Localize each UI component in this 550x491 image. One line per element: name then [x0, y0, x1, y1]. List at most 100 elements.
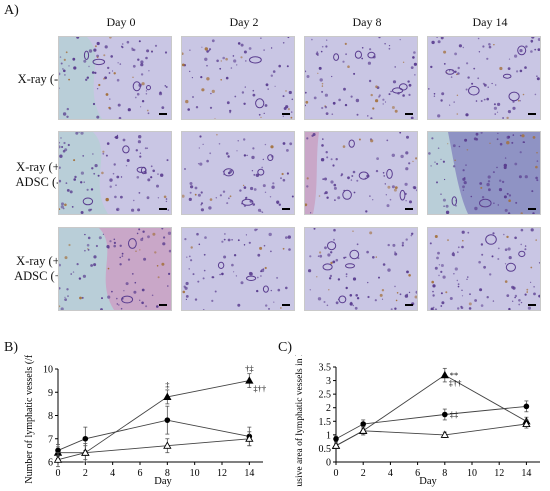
chart-c-ylabel: Exclusive area of lymphatic vessels in H… [294, 355, 305, 487]
x-tick-label: 8 [165, 468, 170, 479]
y-tick-label: 1.5 [319, 417, 332, 428]
micrograph-r1-c4 [427, 36, 541, 120]
panel-b-label: B) [4, 340, 18, 355]
column-label-day8: Day 8 [352, 15, 382, 29]
series-2-line [57, 419, 250, 451]
scale-bar [282, 113, 290, 115]
row-label-line1: X-ray (-) [17, 72, 63, 86]
y-tick-label: 1 [326, 430, 331, 441]
y-tick-label: 8 [48, 411, 53, 422]
x-tick-label: 2 [361, 468, 366, 479]
point-triangle-filled [440, 370, 449, 379]
row-label-xray-pos-adsc-neg: X-ray (+) ADSC (-) [0, 160, 80, 190]
scale-bar [159, 113, 167, 115]
x-tick-label: 2 [83, 468, 88, 479]
micrograph-r2-c3 [304, 131, 418, 215]
column-label-day14: Day 14 [472, 15, 508, 29]
significance-mark: ‡†† [449, 378, 462, 388]
point-triangle-open [245, 434, 254, 442]
row-label-xray-pos-adsc-pos: X-ray (+) ADSC (+) [0, 254, 80, 284]
scale-bar [282, 304, 290, 306]
significance-mark: ‡ [165, 380, 169, 390]
series-2-line [335, 405, 527, 440]
row-label-line2: ADSC (-) [15, 175, 65, 189]
chart-b-ylabel: Number of lymphatic vessels (/field) [24, 355, 35, 484]
panel-a-label: A) [4, 3, 19, 18]
scale-bar [405, 304, 413, 306]
column-label-day2: Day 2 [229, 15, 259, 29]
scale-bar [528, 304, 536, 306]
y-tick-label: 0.5 [319, 444, 332, 455]
y-tick-label: 9 [48, 388, 53, 399]
micrograph-r1-c3 [304, 36, 418, 120]
point-triangle-open [331, 441, 341, 449]
significance-mark: ‡‡ [450, 410, 459, 420]
chart-c-xlabel: Day [419, 476, 437, 487]
x-tick-label: 8 [442, 468, 447, 479]
row-label-line2: ADSC (+) [14, 269, 66, 283]
micrograph-r3-c2 [181, 227, 295, 311]
point-circle [523, 403, 530, 410]
y-tick-label: 3.5 [319, 363, 332, 374]
micrograph-r2-c4 [427, 131, 541, 215]
x-tick-label: 0 [334, 468, 339, 479]
scale-bar [528, 208, 536, 210]
y-tick-label: 2.5 [319, 390, 332, 401]
point-circle [55, 447, 61, 454]
micrograph-r1-c1 [58, 36, 172, 120]
x-tick-label: 12 [494, 468, 504, 479]
panel-c-label: C) [278, 340, 292, 355]
y-tick-label: 2 [326, 403, 331, 414]
point-triangle-open [81, 448, 90, 456]
chart-b: Number of lymphatic vessels (/field) Day… [24, 355, 266, 487]
micrograph-r1-c2 [181, 36, 295, 120]
point-circle [360, 421, 366, 427]
row-label-xray-neg: X-ray (-) [0, 72, 80, 87]
point-circle [442, 411, 448, 418]
x-tick-label: 10 [467, 468, 477, 479]
micrograph-r2-c2 [181, 131, 295, 215]
scale-bar [159, 208, 167, 210]
row-label-line1: X-ray (+) [16, 254, 64, 268]
y-tick-label: 3 [326, 376, 331, 387]
point-triangle-open [522, 419, 531, 428]
x-tick-label: 4 [388, 468, 393, 479]
series-1-line [58, 380, 250, 454]
x-tick-label: 14 [244, 468, 254, 479]
chart-b-xlabel: Day [154, 476, 172, 487]
y-tick-label: 10 [43, 365, 53, 376]
scale-bar [405, 113, 413, 115]
x-tick-label: 14 [521, 468, 531, 479]
y-tick-label: 7 [48, 434, 53, 445]
point-triangle-open [440, 430, 449, 438]
point-triangle-open [359, 426, 368, 434]
chart-c: Exclusive area of lymphatic vessels in H… [294, 355, 540, 487]
x-tick-label: 0 [56, 468, 61, 479]
scale-bar [282, 208, 290, 210]
x-tick-label: 12 [217, 468, 227, 479]
significance-mark: ** [450, 370, 459, 380]
y-tick-label: 0 [326, 458, 331, 469]
point-circle [333, 436, 339, 442]
point-circle [82, 435, 89, 442]
scale-bar [405, 208, 413, 210]
micrograph-r2-c1 [58, 131, 172, 215]
point-triangle-open [163, 441, 172, 449]
micrograph-r3-c3 [304, 227, 418, 311]
point-circle [164, 417, 171, 423]
series-3-line [335, 423, 527, 447]
scale-bar [528, 113, 536, 115]
scale-bar [159, 304, 167, 306]
column-label-day0: Day 0 [106, 15, 136, 29]
micrograph-r3-c1 [58, 227, 172, 311]
point-triangle-open [53, 455, 63, 463]
x-tick-label: 10 [190, 468, 200, 479]
y-tick-label: 6 [48, 458, 53, 469]
micrograph-r3-c4 [427, 227, 541, 311]
x-tick-label: 6 [138, 468, 143, 479]
x-tick-label: 4 [110, 468, 115, 479]
point-triangle-filled [245, 376, 254, 384]
significance-mark: ‡†† [253, 384, 266, 394]
series-3-line [57, 438, 250, 461]
point-triangle-filled [163, 392, 172, 400]
